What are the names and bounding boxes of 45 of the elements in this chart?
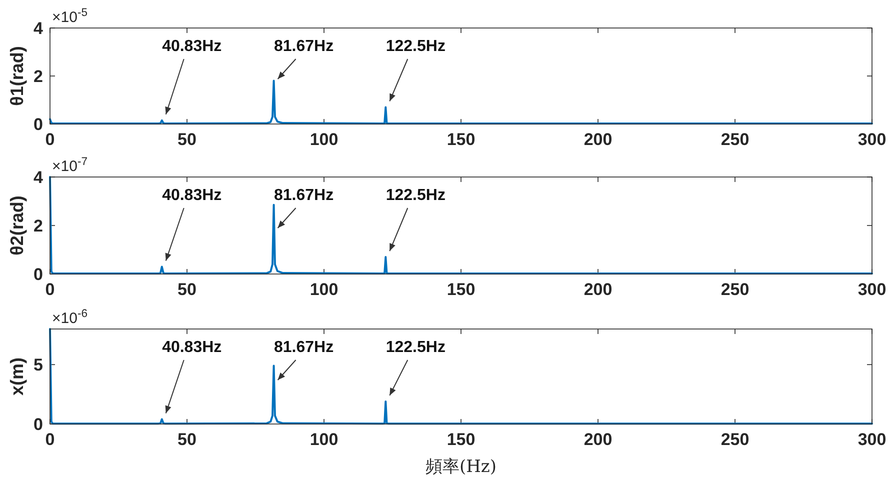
y-tick-label: 4 — [34, 19, 44, 38]
x-tick-label: 150 — [446, 430, 476, 449]
y-axis-title: θ1(rad) — [7, 46, 27, 106]
y-tick-label: 2 — [34, 67, 43, 86]
line-series — [49, 80, 873, 125]
x-tick-label: 300 — [858, 430, 886, 449]
y-axis-title: θ2(rad) — [7, 196, 27, 256]
line-series — [49, 176, 873, 275]
x-tick-label: 150 — [446, 130, 476, 149]
text: ×10$^{-5}$ — [52, 7, 88, 26]
x-tick-label: 200 — [584, 280, 612, 299]
x-tick-label: 50 — [178, 130, 196, 149]
annotation: 122.5Hz — [386, 38, 446, 55]
annotation: 40.83Hz — [162, 187, 222, 204]
y-tick-label: 4 — [34, 168, 44, 187]
x-tick-label: 250 — [720, 430, 750, 449]
annotation: 40.83Hz — [162, 339, 222, 356]
annotation: 122.5Hz — [386, 339, 446, 356]
line-series — [49, 328, 873, 425]
x-tick-label: 300 — [858, 130, 886, 149]
y-axis-title: x(m) — [7, 357, 27, 396]
x-tick-label: 150 — [446, 280, 476, 299]
x-tick-label: 250 — [720, 130, 750, 149]
x-tick-label: 50 — [178, 280, 196, 299]
y-tick-label: 2 — [34, 216, 43, 236]
x-tick-label: 200 — [584, 430, 612, 449]
x-axis-title: 頻率(Hz) — [425, 457, 497, 477]
text: ×10$^{-7}$ — [52, 156, 88, 175]
annotation: 81.67Hz — [274, 187, 334, 204]
y-tick-label: 5 — [34, 356, 43, 375]
x-tick-label: 100 — [310, 280, 338, 299]
annotation: 122.5Hz — [386, 187, 446, 204]
text: ×10$^{-6}$ — [52, 308, 88, 327]
x-tick-label: 300 — [858, 280, 886, 299]
x-tick-label: 250 — [720, 280, 750, 299]
annotation: 81.67Hz — [274, 38, 334, 55]
annotation: 40.83Hz — [162, 38, 222, 55]
x-tick-label: 100 — [310, 130, 338, 149]
x-tick-label: 100 — [310, 430, 338, 449]
y-tick-label: 0 — [34, 265, 43, 284]
x-tick-label: 200 — [584, 130, 612, 149]
y-tick-label: 0 — [34, 115, 43, 134]
annotation: 81.67Hz — [274, 339, 334, 356]
x-tick-label: 50 — [178, 430, 196, 449]
y-tick-label: 0 — [34, 415, 43, 434]
